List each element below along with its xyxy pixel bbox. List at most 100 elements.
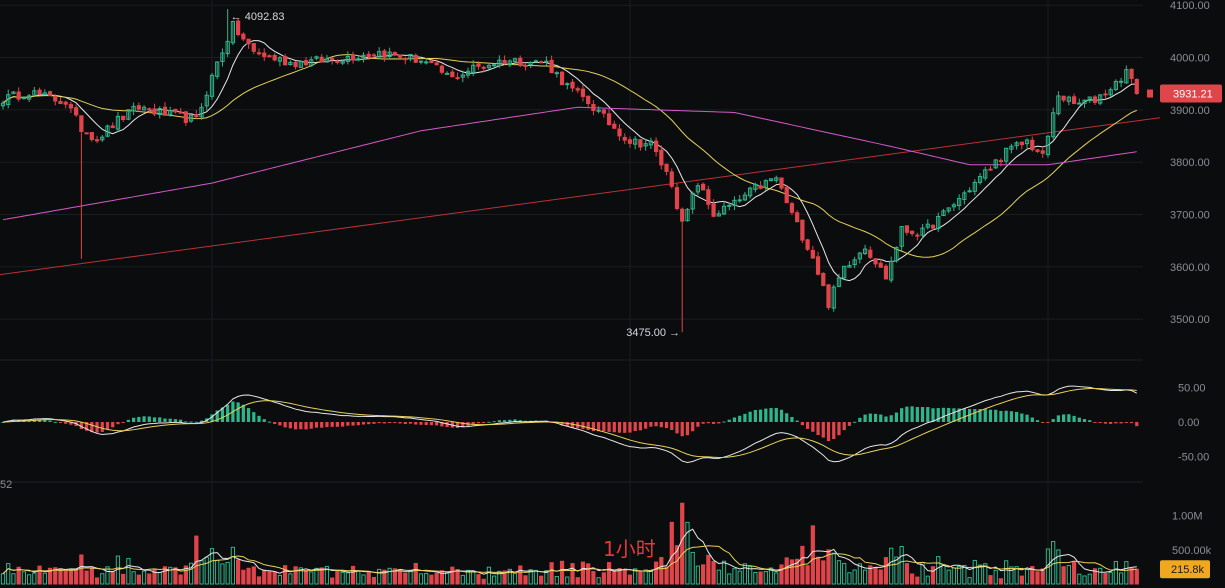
macd-tick-label: 0.00 — [1178, 417, 1199, 429]
macd-histogram-bar — [11, 419, 16, 422]
candle — [695, 182, 701, 196]
volume-bar — [492, 575, 497, 585]
candle-body — [920, 227, 925, 236]
candle — [857, 251, 862, 264]
candle-body — [58, 100, 63, 105]
candle — [397, 54, 403, 59]
candle-body — [899, 226, 904, 247]
candle — [748, 186, 753, 199]
volume-bar — [230, 546, 236, 585]
macd-histogram-bar — [398, 422, 402, 424]
macd-histogram-bar — [1030, 417, 1034, 422]
candle — [1035, 148, 1040, 153]
macd-histogram-bar — [701, 422, 705, 424]
candle-body — [314, 56, 319, 59]
macd-histogram-bar — [1009, 411, 1014, 422]
candle-body — [178, 111, 183, 114]
candle — [429, 60, 434, 64]
volume-bar — [147, 573, 152, 585]
macd-histogram-bar — [173, 419, 178, 422]
candle — [664, 163, 669, 176]
candle — [471, 60, 476, 77]
candle — [246, 38, 251, 49]
candle-body — [554, 72, 559, 75]
candle-body — [894, 246, 899, 262]
volume-bar — [1071, 561, 1077, 585]
candle — [580, 84, 586, 102]
macd-histogram-bar — [706, 422, 710, 424]
candle-body — [194, 114, 199, 118]
macd-histogram-bar — [1114, 422, 1118, 424]
volume-bar — [596, 577, 601, 585]
volume-bar — [653, 561, 659, 585]
volume-bar — [575, 577, 580, 585]
macd-histogram-bar — [1088, 420, 1092, 422]
candle — [894, 246, 899, 263]
support-trendline — [0, 117, 1161, 276]
volume-bar — [1098, 567, 1103, 585]
candle — [685, 208, 690, 222]
macd-histogram-bar — [659, 422, 663, 428]
volume-bar — [727, 573, 732, 585]
macd-histogram-bar — [215, 410, 219, 422]
candle-body — [1108, 89, 1113, 96]
volume-bar — [779, 564, 784, 585]
macd-histogram-bar — [429, 422, 434, 426]
candle — [617, 124, 622, 141]
candle-body — [653, 140, 659, 153]
volume-bar — [842, 562, 847, 585]
candle-body — [883, 265, 889, 280]
macd-histogram-bar — [785, 413, 789, 422]
candle-body — [1071, 96, 1077, 105]
volume-bar — [94, 577, 100, 585]
candle — [1077, 98, 1082, 105]
macd-histogram-bar — [853, 421, 857, 423]
candle — [622, 133, 627, 145]
candle-body — [695, 185, 701, 193]
candle — [643, 138, 648, 151]
macd-histogram-bar — [236, 402, 240, 422]
candle — [413, 53, 418, 63]
candle — [951, 202, 957, 211]
macd-histogram-bar — [732, 417, 737, 422]
macd-histogram-bar — [482, 422, 486, 423]
price-tick-label: 3700.00 — [1170, 209, 1210, 221]
candle-body — [805, 239, 810, 250]
volume-bar — [1087, 573, 1092, 585]
macd-histogram-bar — [1098, 422, 1102, 423]
volume-bar — [79, 554, 84, 585]
candle — [904, 225, 910, 236]
candle-body — [1030, 139, 1035, 151]
candle-body — [100, 136, 105, 141]
volume-bar — [930, 566, 936, 585]
volume-ma-short — [2, 528, 1137, 575]
volume-bar — [241, 569, 246, 585]
macd-histogram-bar — [335, 422, 340, 427]
candle-body — [408, 53, 413, 60]
volume-bar — [768, 567, 774, 585]
candle — [1129, 68, 1134, 84]
candle — [126, 109, 131, 121]
macd-histogram-bar — [131, 417, 136, 422]
macd-histogram-bar — [957, 408, 961, 422]
volume-bar — [126, 558, 131, 585]
volume-bar — [988, 575, 993, 585]
candle — [878, 258, 883, 268]
candle — [16, 87, 21, 102]
macd-histogram-bar — [1093, 422, 1097, 423]
candle-body — [528, 61, 533, 66]
candle — [1014, 141, 1019, 150]
candle — [957, 194, 962, 211]
candle-body — [230, 20, 236, 44]
candle-body — [800, 219, 805, 241]
volume-bar — [664, 566, 669, 585]
candle — [147, 107, 152, 114]
volume-bar — [293, 566, 298, 585]
volume-bar — [16, 566, 21, 585]
volume-bar — [1129, 568, 1134, 585]
candle-body — [591, 104, 596, 111]
candle-body — [732, 199, 737, 206]
macd-histogram-bar — [179, 419, 183, 422]
